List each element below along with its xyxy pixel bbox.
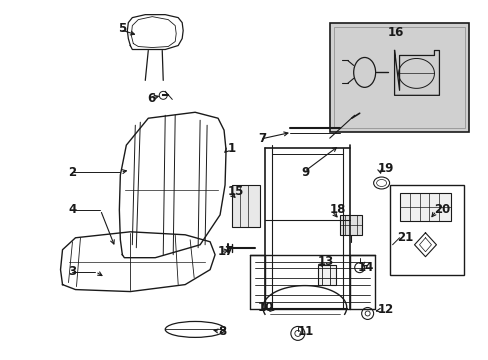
Text: 14: 14 [357, 261, 373, 274]
Text: 10: 10 [258, 301, 274, 314]
Text: 2: 2 [68, 166, 77, 179]
Bar [399, 193, 450, 221]
Text: 19: 19 [377, 162, 393, 175]
Text: 1: 1 [227, 141, 236, 155]
Text: 8: 8 [218, 325, 226, 338]
Text: 17: 17 [218, 245, 234, 258]
Text: 16: 16 [387, 26, 403, 39]
Text: 3: 3 [68, 265, 77, 278]
Bar [232, 185, 260, 227]
Text: 4: 4 [68, 203, 77, 216]
Text: 13: 13 [317, 255, 333, 268]
Text: 6: 6 [147, 92, 155, 105]
Text: 21: 21 [397, 231, 413, 244]
Text: 7: 7 [258, 132, 265, 145]
Text: 20: 20 [433, 203, 450, 216]
Text: 5: 5 [118, 22, 126, 35]
Text: 9: 9 [301, 166, 309, 179]
Bar [329, 23, 468, 132]
Bar [339, 215, 361, 235]
Text: 18: 18 [329, 203, 346, 216]
Bar [317, 265, 335, 285]
Text: 12: 12 [377, 303, 393, 316]
Text: 11: 11 [297, 325, 313, 338]
Bar [333, 27, 465, 128]
Bar [389, 185, 464, 275]
Text: 15: 15 [227, 185, 244, 198]
